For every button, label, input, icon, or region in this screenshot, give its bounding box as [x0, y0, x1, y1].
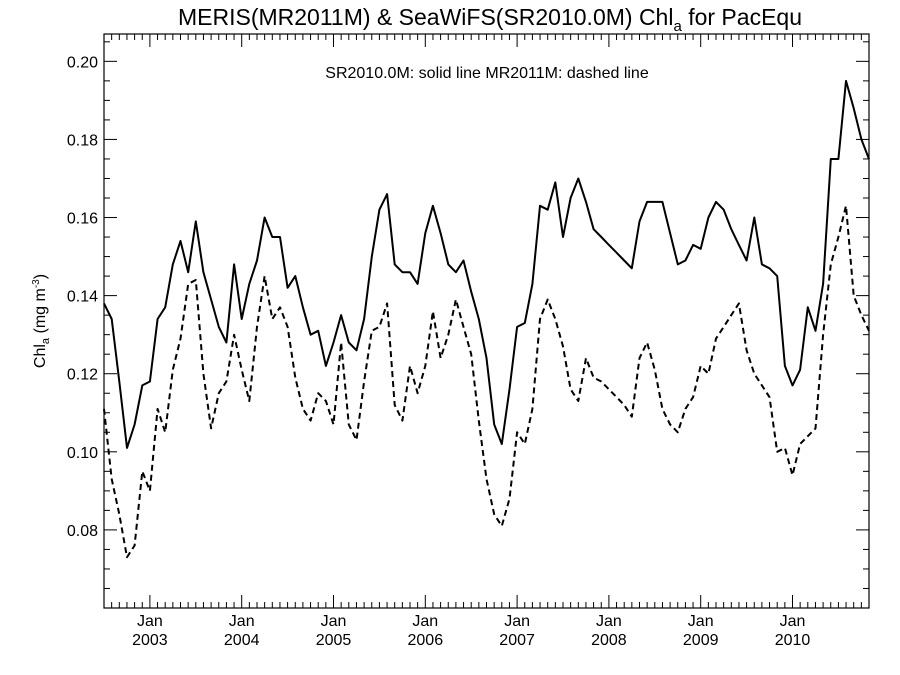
plot-area: 0.08 0.10 0.12 0.14 0.16 0.18 0.20 Jan 2003 Jan 2…	[67, 33, 870, 649]
series-line-mr2011m	[103, 204, 870, 559]
y-label-sub: a	[40, 337, 52, 344]
y-label-close: )	[32, 274, 49, 279]
x-tick-year-label: 2008	[591, 632, 627, 649]
x-tick-year-label: 2005	[316, 632, 352, 649]
x-tick-month-label: Jan	[780, 613, 806, 630]
y-tick-label: 0.08	[67, 523, 98, 540]
y-label-unit: (mg m	[32, 288, 49, 338]
x-tick-year-label: 2007	[499, 632, 535, 649]
chart-title-tail: for PacEqu	[682, 4, 802, 30]
x-tick-month-label: Jan	[596, 613, 622, 630]
y-tick-label: 0.16	[67, 211, 98, 228]
chart-title-sub: a	[673, 18, 682, 35]
series-group	[103, 79, 870, 559]
chart-title-main: MERIS(MR2011M) & SeaWiFS(SR2010.0M) Chl	[178, 4, 673, 30]
x-tick-year-label: 2006	[408, 632, 444, 649]
x-tick-year-label: 2009	[683, 632, 719, 649]
x-tick-year-label: 2003	[132, 632, 168, 649]
x-tick-year-label: 2004	[224, 632, 260, 649]
x-axis-ticks: Jan 2003 Jan 2004 Jan 2005 Jan 2006 Jan 2007 Jan 20…	[103, 34, 870, 649]
y-tick-label: 0.20	[67, 54, 98, 71]
y-axis-ticks: 0.08 0.10 0.12 0.14 0.16 0.18 0.20	[67, 41, 869, 589]
x-tick-month-label: Jan	[229, 613, 255, 630]
y-tick-label: 0.10	[67, 445, 98, 462]
y-tick-label: 0.14	[67, 289, 98, 306]
y-label-main: Chl	[32, 344, 49, 368]
x-tick-month-label: Jan	[504, 613, 530, 630]
x-tick-month-label: Jan	[688, 613, 714, 630]
line-style-annotation: SR2010.0M: solid line MR2011M: dashed li…	[325, 65, 649, 82]
y-axis-label: Chla (mg m-3)	[31, 274, 52, 368]
x-tick-month-label: Jan	[412, 613, 438, 630]
plot-frame	[103, 33, 870, 609]
chart-title: MERIS(MR2011M) & SeaWiFS(SR2010.0M) Chla…	[178, 4, 802, 35]
x-tick-year-label: 2010	[775, 632, 811, 649]
y-label-sup: -3	[31, 279, 42, 288]
x-tick-month-label: Jan	[137, 613, 163, 630]
series-line-sr2010-0m	[103, 79, 870, 449]
y-tick-label: 0.12	[67, 367, 98, 384]
x-tick-month-label: Jan	[321, 613, 347, 630]
y-tick-label: 0.18	[67, 132, 98, 149]
